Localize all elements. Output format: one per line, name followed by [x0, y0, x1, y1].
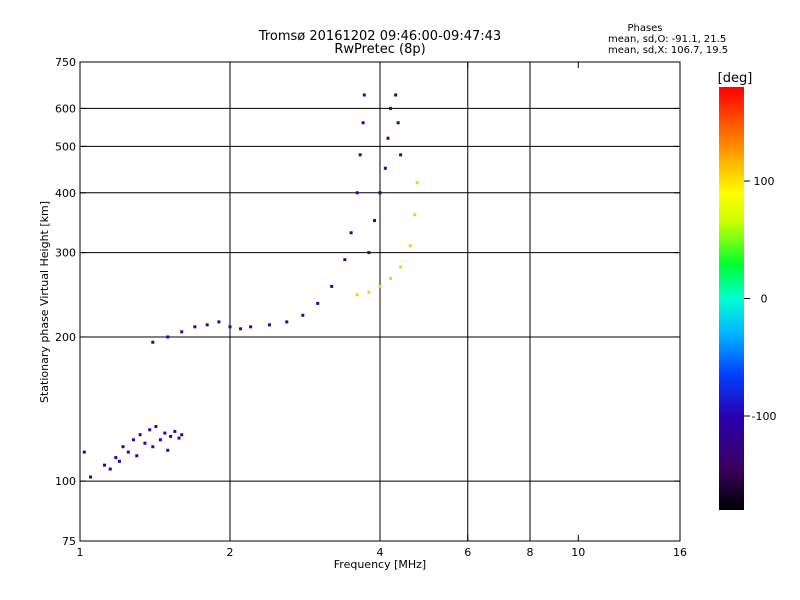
stats-line-o: mean, sd,O: -91.1, 21.5: [608, 34, 726, 45]
data-point: [330, 284, 334, 288]
y-tick-label: 400: [55, 187, 76, 200]
data-point: [180, 433, 184, 437]
data-point: [131, 438, 135, 442]
data-point: [267, 323, 271, 327]
data-point: [114, 456, 118, 460]
y-tick-label: 600: [55, 102, 76, 115]
axis-ticks: 1 2 4 6 8 10 16 75 100 200 300 400 500 600 750: [55, 56, 687, 559]
data-point: [399, 153, 403, 157]
data-point: [396, 121, 400, 125]
data-point: [362, 93, 366, 97]
data-point: [355, 293, 359, 297]
data-point: [349, 231, 353, 235]
data-point: [103, 463, 107, 467]
data-point: [408, 244, 412, 248]
data-point: [126, 450, 130, 454]
data-point: [301, 313, 305, 317]
data-point: [151, 445, 155, 449]
data-point: [386, 136, 390, 140]
data-point: [143, 441, 147, 445]
data-point: [367, 290, 371, 294]
colorbar-label: [deg]: [718, 71, 753, 86]
grid: [80, 62, 680, 541]
data-point: [228, 325, 232, 329]
data-point: [173, 429, 177, 433]
x-axis-label: Frequency [MHz]: [334, 558, 426, 571]
y-tick-label: 100: [55, 475, 76, 488]
data-point: [169, 434, 173, 438]
chart-title: Tromsø 20161202 09:46:00-09:47:43: [258, 29, 501, 44]
x-tick-label: 16: [673, 546, 687, 559]
data-point: [343, 258, 347, 262]
data-point: [361, 121, 365, 125]
data-points: [82, 93, 419, 479]
y-tick-label: 200: [55, 331, 76, 344]
data-point: [151, 340, 155, 344]
y-tick-label: 500: [55, 140, 76, 153]
colorbar-gradient: [719, 87, 744, 510]
colorbar: [deg] 100 0 -100: [718, 71, 776, 510]
x-tick-label: 4: [377, 546, 384, 559]
data-point: [316, 301, 320, 305]
x-tick-label: 10: [571, 546, 585, 559]
colorbar-tick-label: 0: [761, 293, 768, 306]
data-point: [166, 335, 170, 339]
data-point: [108, 467, 112, 471]
data-point: [399, 265, 403, 269]
data-point: [249, 325, 253, 329]
data-point: [389, 276, 393, 280]
data-point: [205, 323, 209, 327]
x-tick-label: 6: [464, 546, 471, 559]
data-point: [389, 106, 393, 110]
colorbar-ticks: 100 0 -100: [744, 175, 776, 423]
data-point: [413, 213, 417, 217]
data-point: [239, 327, 243, 331]
data-point: [378, 284, 382, 288]
colorbar-tick-label: 100: [754, 175, 775, 188]
plot-area: 1 2 4 6 8 10 16 75 100 200 300 400 500 600 750: [55, 56, 687, 559]
stats-line-x: mean, sd,X: 106.7, 19.5: [608, 45, 728, 56]
data-point: [89, 475, 93, 479]
data-point: [394, 93, 398, 97]
data-point: [355, 191, 359, 195]
chart-subtitle: RwPretec (8p): [334, 42, 425, 57]
data-point: [154, 425, 158, 429]
stats-heading: Phases: [627, 23, 662, 34]
y-tick-label: 75: [62, 535, 76, 548]
y-tick-label: 300: [55, 247, 76, 260]
data-point: [138, 433, 142, 437]
data-point: [378, 191, 382, 195]
data-point: [117, 459, 121, 463]
data-point: [148, 428, 152, 432]
data-point: [358, 153, 362, 157]
data-point: [217, 320, 221, 324]
y-tick-label: 750: [55, 56, 76, 69]
data-point: [285, 320, 289, 324]
x-tick-label: 8: [527, 546, 534, 559]
y-axis-label: Stationary phase Virtual Height [km]: [38, 201, 51, 403]
data-point: [367, 251, 371, 255]
data-point: [180, 330, 184, 334]
data-point: [193, 325, 197, 329]
data-point: [383, 166, 387, 170]
data-point: [415, 181, 419, 185]
data-point: [121, 445, 125, 449]
x-tick-label: 1: [77, 546, 84, 559]
data-point: [163, 431, 167, 435]
x-tick-label: 2: [227, 546, 234, 559]
data-point: [82, 450, 86, 454]
data-point: [135, 454, 139, 458]
data-point: [158, 438, 162, 442]
colorbar-tick-label: -100: [752, 410, 777, 423]
data-point: [177, 436, 181, 440]
data-point: [373, 219, 377, 223]
data-point: [166, 448, 170, 452]
